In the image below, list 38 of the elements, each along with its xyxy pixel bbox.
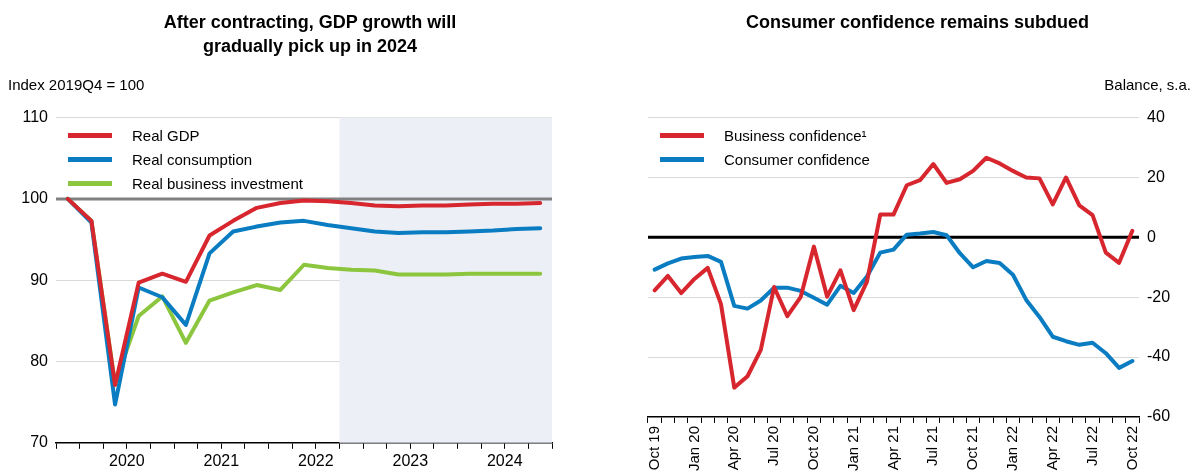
x-tick-label: 2020 [109, 451, 145, 469]
chart-title: Consumer confidence remains subdued [744, 11, 1091, 34]
y-tick-label: -40 [1147, 347, 1171, 365]
x-tick-label: Oct 20 [804, 425, 822, 471]
legend-label: Real GDP [132, 127, 200, 145]
legend-label: Consumer confidence [724, 151, 870, 169]
legend-label: Business confidence¹ [724, 127, 867, 145]
y-tick-label: -20 [1147, 287, 1171, 305]
x-tick-label: 2024 [486, 451, 523, 469]
chart-title: After contracting, GDP growth will gradually pick up in 2024 [162, 11, 458, 58]
legend-label: Real business investment [132, 175, 303, 193]
y-tick-label: 80 [30, 351, 49, 369]
x-tick-label: Jul 22 [1082, 425, 1100, 466]
y-tick-label: -60 [1147, 407, 1171, 425]
x-tick-label: Jan 22 [1003, 425, 1021, 472]
y-tick-label: 0 [1147, 227, 1156, 245]
y-tick-label: 110 [22, 108, 49, 126]
x-tick-label: Jul 20 [764, 425, 782, 466]
x-tick-label: Oct 19 [644, 425, 662, 471]
x-tick-label: Apr 22 [1042, 425, 1060, 471]
x-tick-label: Apr 21 [883, 425, 901, 471]
y-axis-title: Index 2019Q4 = 100 [8, 76, 145, 93]
x-tick-label: 2022 [298, 451, 334, 469]
x-tick-label: Oct 22 [1122, 425, 1140, 471]
y-tick-label: 20 [1147, 167, 1165, 185]
x-tick-label: 2021 [203, 451, 240, 469]
x-tick-label: 2023 [392, 451, 429, 469]
x-tick-label: Oct 21 [963, 425, 981, 471]
y-tick-label: 90 [30, 270, 49, 288]
y-tick-label: 100 [21, 189, 49, 207]
legend-label: Real consumption [132, 151, 253, 169]
y-axis-title: Balance, s.a. [1104, 76, 1191, 93]
y-tick-label: 70 [30, 433, 49, 451]
x-tick-label: Jul 21 [923, 425, 941, 466]
x-tick-label: Jan 20 [684, 425, 702, 472]
x-tick-label: Apr 20 [724, 425, 742, 471]
y-tick-label: 40 [1147, 108, 1165, 126]
x-tick-label: Jan 21 [843, 425, 861, 472]
